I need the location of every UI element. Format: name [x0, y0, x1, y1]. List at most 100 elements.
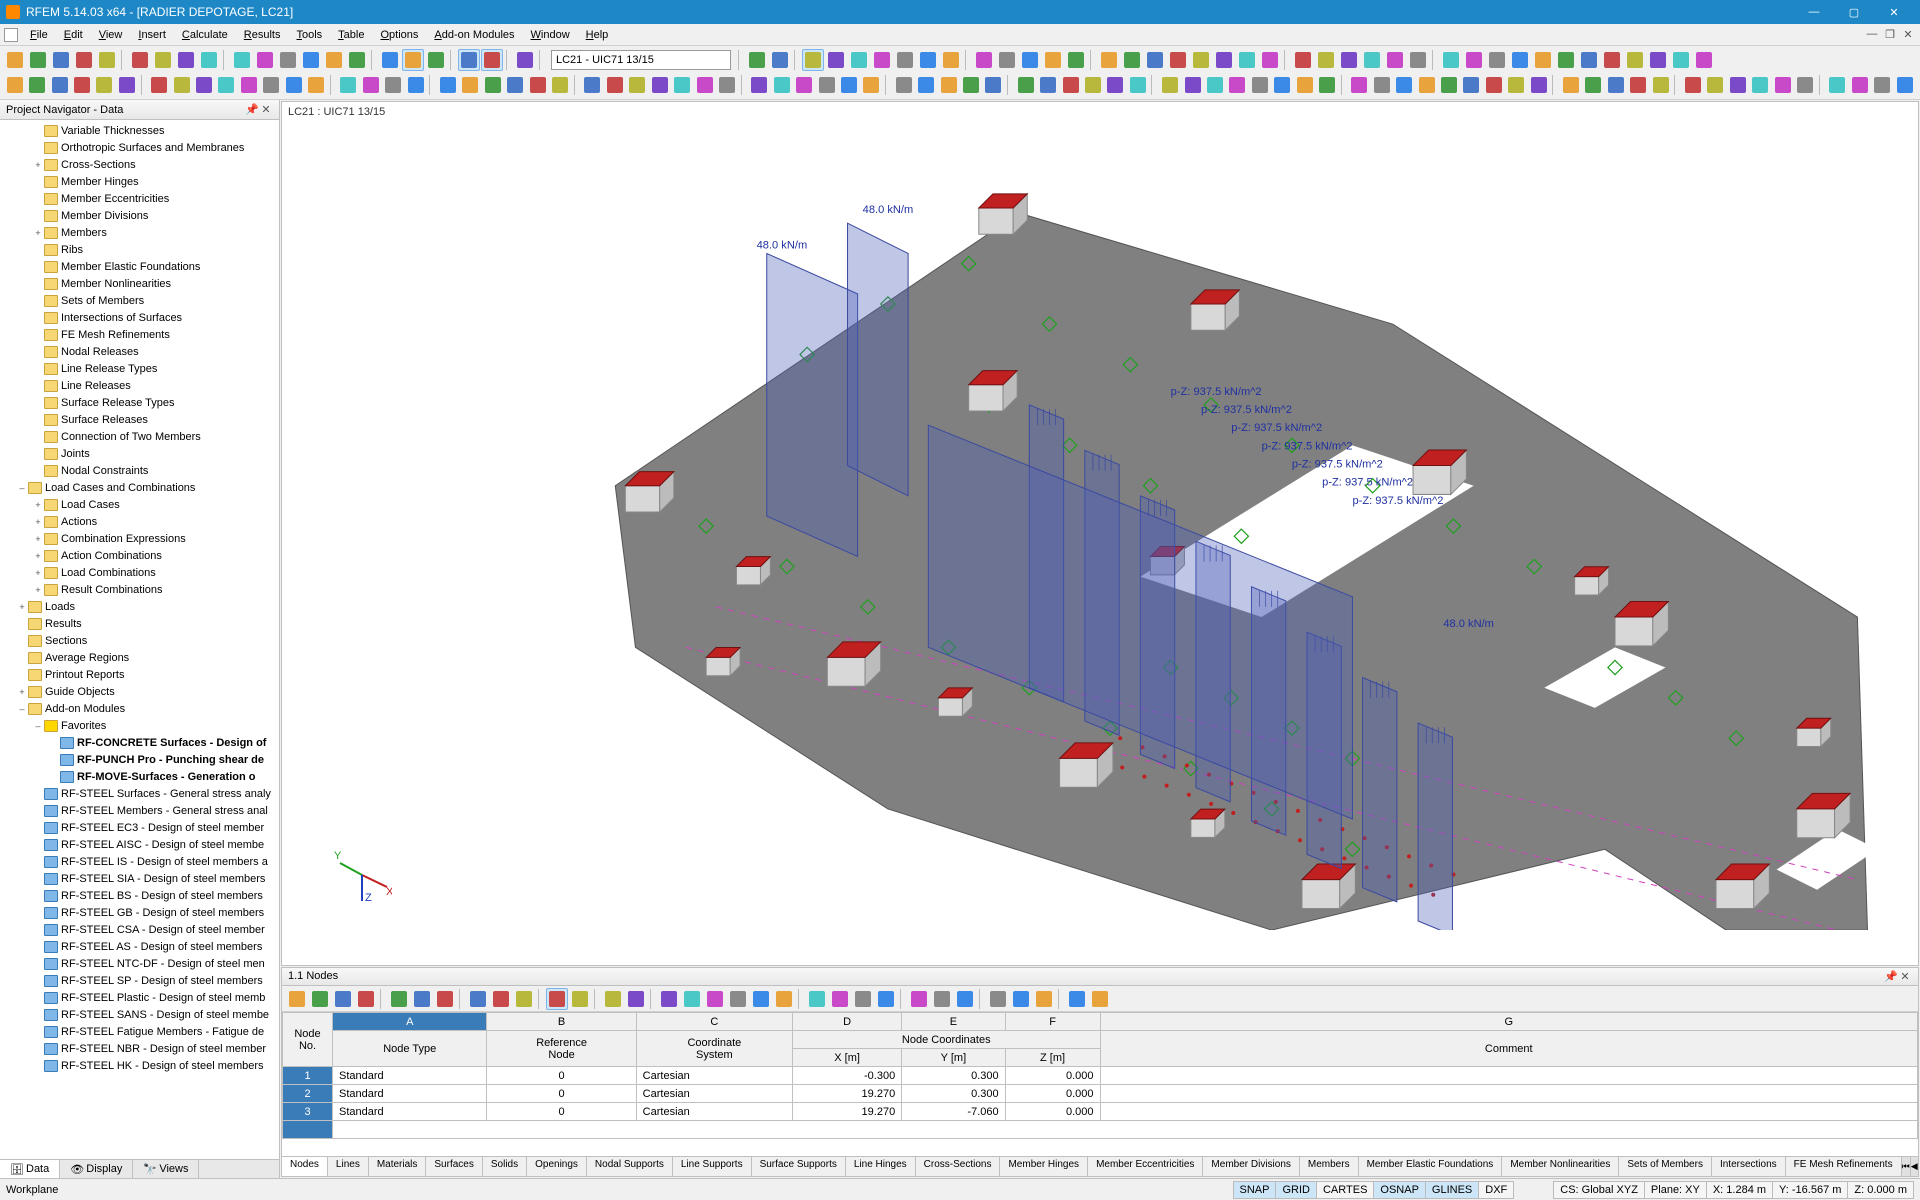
- toolbar-button[interactable]: [458, 49, 480, 71]
- toolbar-button[interactable]: [4, 74, 25, 96]
- toolbar-button[interactable]: [848, 49, 870, 71]
- table-toolbar-button[interactable]: [332, 988, 354, 1010]
- toolbar-button[interactable]: [1727, 74, 1748, 96]
- toolbar-button[interactable]: [1361, 49, 1383, 71]
- toolbar-button[interactable]: [71, 74, 92, 96]
- toolbar-button[interactable]: [1407, 49, 1429, 71]
- tree-item[interactable]: RF-PUNCH Pro - Punching shear de: [0, 751, 279, 768]
- toolbar-button[interactable]: [1555, 49, 1577, 71]
- table-toolbar-button[interactable]: [681, 988, 703, 1010]
- tree-item[interactable]: +Actions: [0, 513, 279, 530]
- tree-item[interactable]: Sets of Members: [0, 292, 279, 309]
- menu-view[interactable]: View: [91, 27, 131, 43]
- expand-icon[interactable]: +: [16, 602, 28, 612]
- table-toolbar-button[interactable]: [852, 988, 874, 1010]
- toolbar-button[interactable]: [694, 74, 715, 96]
- toolbar-button[interactable]: [27, 49, 49, 71]
- toolbar-button[interactable]: [482, 74, 503, 96]
- nav-tab-data[interactable]: 🗄Data: [0, 1160, 60, 1178]
- toolbar-button[interactable]: [1292, 49, 1314, 71]
- tree-item[interactable]: +Cross-Sections: [0, 156, 279, 173]
- toolbar-button[interactable]: [1127, 74, 1148, 96]
- toolbar-button[interactable]: [323, 49, 345, 71]
- table-tab[interactable]: Cross-Sections: [916, 1157, 1001, 1176]
- menu-add-on-modules[interactable]: Add-on Modules: [426, 27, 522, 43]
- toolbar-button[interactable]: [171, 74, 192, 96]
- tree-item[interactable]: Variable Thicknesses: [0, 122, 279, 139]
- tree-item[interactable]: RF-STEEL SIA - Design of steel members: [0, 870, 279, 887]
- toolbar-button[interactable]: [1249, 74, 1270, 96]
- toolbar-button[interactable]: [582, 74, 603, 96]
- tree-item[interactable]: Line Release Types: [0, 360, 279, 377]
- toolbar-button[interactable]: [1650, 74, 1671, 96]
- table-tab[interactable]: Line Hinges: [846, 1157, 916, 1176]
- toolbar-button[interactable]: [871, 49, 893, 71]
- table-toolbar-button[interactable]: [875, 988, 897, 1010]
- toolbar-button[interactable]: [216, 74, 237, 96]
- toolbar-button[interactable]: [940, 49, 962, 71]
- menu-help[interactable]: Help: [578, 27, 617, 43]
- table-toolbar-button[interactable]: [806, 988, 828, 1010]
- toolbar-button[interactable]: [1628, 74, 1649, 96]
- toolbar-button[interactable]: [649, 74, 670, 96]
- nav-tab-views[interactable]: 🔭Views: [133, 1160, 199, 1178]
- toolbar-button[interactable]: [802, 49, 824, 71]
- menu-results[interactable]: Results: [236, 27, 289, 43]
- toolbar-button[interactable]: [346, 49, 368, 71]
- toolbar-button[interactable]: [175, 49, 197, 71]
- tree-item[interactable]: RF-STEEL IS - Design of steel members a: [0, 853, 279, 870]
- mdi-icon[interactable]: [4, 28, 18, 42]
- toolbar-button[interactable]: [1486, 49, 1508, 71]
- toolbar-button[interactable]: [1509, 49, 1531, 71]
- table-toolbar-button[interactable]: [750, 988, 772, 1010]
- expand-icon[interactable]: +: [32, 228, 44, 238]
- toolbar-button[interactable]: [915, 74, 936, 96]
- tree-item[interactable]: Connection of Two Members: [0, 428, 279, 445]
- table-tab[interactable]: Line Supports: [673, 1157, 752, 1176]
- toolbar-button[interactable]: [1213, 49, 1235, 71]
- toolbar-button[interactable]: [1065, 49, 1087, 71]
- status-toggle-glines[interactable]: GLINES: [1425, 1181, 1479, 1199]
- tree-item[interactable]: –Add-on Modules: [0, 700, 279, 717]
- table-toolbar-button[interactable]: [490, 988, 512, 1010]
- table-toolbar-button[interactable]: [467, 988, 489, 1010]
- table-toolbar-button[interactable]: [773, 988, 795, 1010]
- expand-icon[interactable]: –: [16, 483, 28, 493]
- toolbar-button[interactable]: [893, 74, 914, 96]
- toolbar-button[interactable]: [4, 49, 26, 71]
- toolbar-button[interactable]: [627, 74, 648, 96]
- tree-item[interactable]: FE Mesh Refinements: [0, 326, 279, 343]
- tree-item[interactable]: RF-STEEL CSA - Design of steel member: [0, 921, 279, 938]
- toolbar-button[interactable]: [254, 49, 276, 71]
- table-toolbar-button[interactable]: [434, 988, 456, 1010]
- minimize-button[interactable]: —: [1794, 0, 1834, 24]
- toolbar-button[interactable]: [527, 74, 548, 96]
- toolbar-button[interactable]: [231, 49, 253, 71]
- table-toolbar-button[interactable]: [625, 988, 647, 1010]
- toolbar-button[interactable]: [1019, 49, 1041, 71]
- tree-item[interactable]: Results: [0, 615, 279, 632]
- toolbar-button[interactable]: [129, 49, 151, 71]
- tree-item[interactable]: Nodal Constraints: [0, 462, 279, 479]
- table-toolbar-button[interactable]: [658, 988, 680, 1010]
- tree-item[interactable]: –Load Cases and Combinations: [0, 479, 279, 496]
- table-tab[interactable]: Materials: [369, 1157, 427, 1176]
- toolbar-button[interactable]: [996, 49, 1018, 71]
- tree-item[interactable]: RF-STEEL SP - Design of steel members: [0, 972, 279, 989]
- toolbar-button[interactable]: [1294, 74, 1315, 96]
- toolbar-button[interactable]: [425, 49, 447, 71]
- close-panel-icon[interactable]: ✕: [259, 103, 273, 116]
- tree-item[interactable]: RF-STEEL SANS - Design of steel membe: [0, 1006, 279, 1023]
- nav-tab-display[interactable]: 👁Display: [60, 1160, 133, 1178]
- table-toolbar-button[interactable]: [411, 988, 433, 1010]
- toolbar-button[interactable]: [1167, 49, 1189, 71]
- toolbar-button[interactable]: [1605, 74, 1626, 96]
- toolbar-button[interactable]: [437, 74, 458, 96]
- tree-item[interactable]: Average Regions: [0, 649, 279, 666]
- toolbar-button[interactable]: [793, 74, 814, 96]
- toolbar-button[interactable]: [1015, 74, 1036, 96]
- tree-item[interactable]: RF-STEEL GB - Design of steel members: [0, 904, 279, 921]
- expand-icon[interactable]: +: [32, 534, 44, 544]
- toolbar-button[interactable]: [1159, 74, 1180, 96]
- expand-icon[interactable]: +: [32, 500, 44, 510]
